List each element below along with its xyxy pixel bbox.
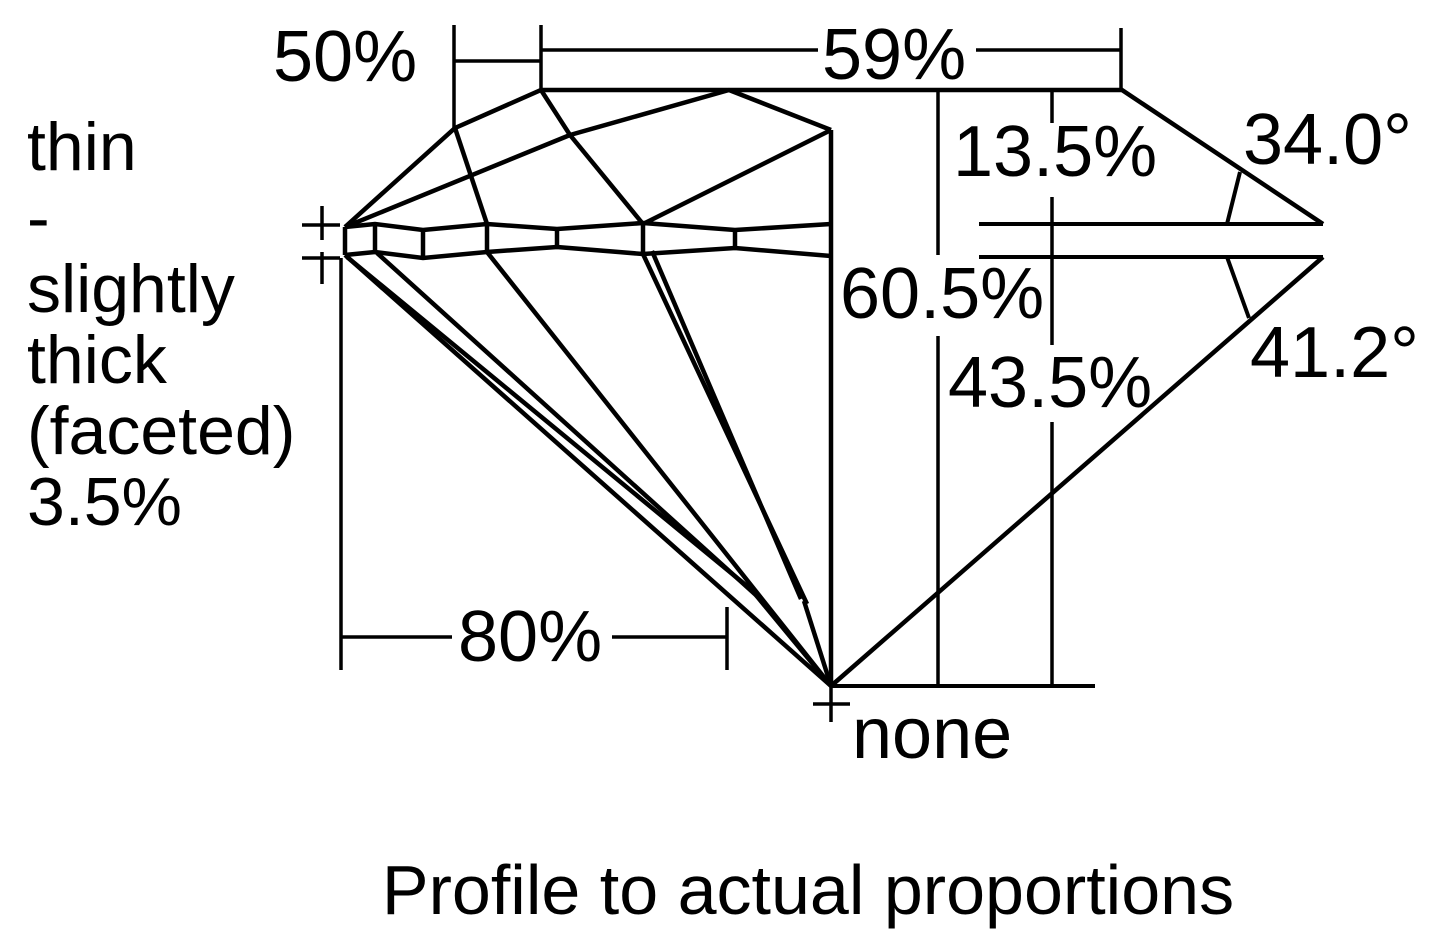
girdle-note-line: 3.5% (27, 464, 182, 540)
lower-girdle-label: 80% (458, 597, 603, 677)
girdle-note-line: slightly (27, 251, 235, 327)
total-depth-label: 60.5% (840, 254, 1045, 334)
diagram-caption: Profile to actual proportions (381, 851, 1235, 929)
girdle-note: thin - slightly thick (faceted) 3.5% (27, 112, 295, 538)
culet-label: none (852, 694, 1013, 774)
angle-reference-lines (831, 171, 1323, 688)
pavilion-angle-label: 41.2° (1250, 313, 1419, 393)
crown-angle-label: 34.0° (1243, 100, 1412, 180)
girdle-note-line: thick (27, 322, 167, 398)
crown-height-label: 13.5% (953, 112, 1158, 192)
table-width-label: 59% (822, 15, 967, 95)
dimension-lines (302, 25, 1123, 722)
star-length-label: 50% (273, 17, 418, 97)
pavilion-facets (343, 250, 1325, 688)
girdle-note-line: thin (27, 109, 137, 185)
girdle-note-line: (faceted) (27, 393, 296, 469)
girdle-band (342, 220, 832, 261)
girdle-note-line: - (27, 180, 50, 256)
pavilion-depth-label: 43.5% (948, 343, 1153, 423)
